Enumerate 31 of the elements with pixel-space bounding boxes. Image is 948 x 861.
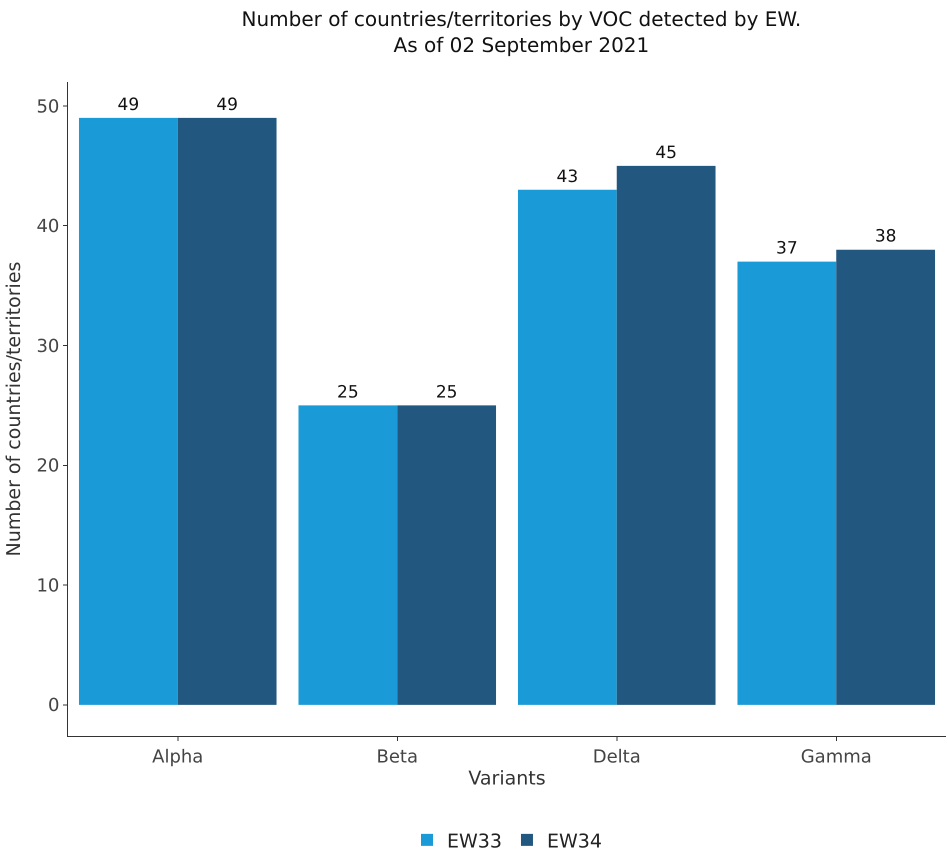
bar (397, 405, 496, 705)
x-tick-label: Delta (592, 746, 641, 768)
bar (737, 262, 836, 705)
y-tick-label: 10 (36, 575, 60, 596)
bar (178, 118, 277, 705)
y-tick-label: 0 (48, 695, 60, 716)
bar (616, 166, 716, 705)
bar (78, 118, 178, 705)
bar (298, 405, 398, 705)
x-tick-label: Beta (376, 746, 418, 768)
y-tick-label: 30 (36, 336, 60, 357)
data-label: 43 (556, 166, 578, 187)
y-axis-title: Number of countries/territories (3, 262, 25, 556)
data-label: 25 (337, 382, 359, 402)
data-label: 49 (118, 94, 140, 115)
data-label: 49 (216, 94, 238, 115)
data-label: 38 (874, 226, 896, 247)
legend-label: EW34 (546, 830, 602, 852)
legend-label: EW33 (447, 830, 502, 852)
y-tick-label: 20 (36, 456, 60, 477)
data-label: 37 (776, 238, 798, 259)
x-tick-label: Alpha (152, 746, 204, 768)
y-tick-label: 40 (36, 216, 60, 238)
chart-title: Number of countries/territories by VOC detected by EW. As of 02 September 2021 (242, 6, 802, 57)
bar (518, 190, 617, 705)
bar (836, 250, 936, 705)
x-tick-label: Gamma (800, 746, 872, 768)
data-label: 45 (655, 142, 677, 163)
x-axis-title: Variants (468, 767, 546, 790)
data-label: 25 (436, 382, 458, 402)
y-tick-label: 50 (36, 96, 60, 118)
